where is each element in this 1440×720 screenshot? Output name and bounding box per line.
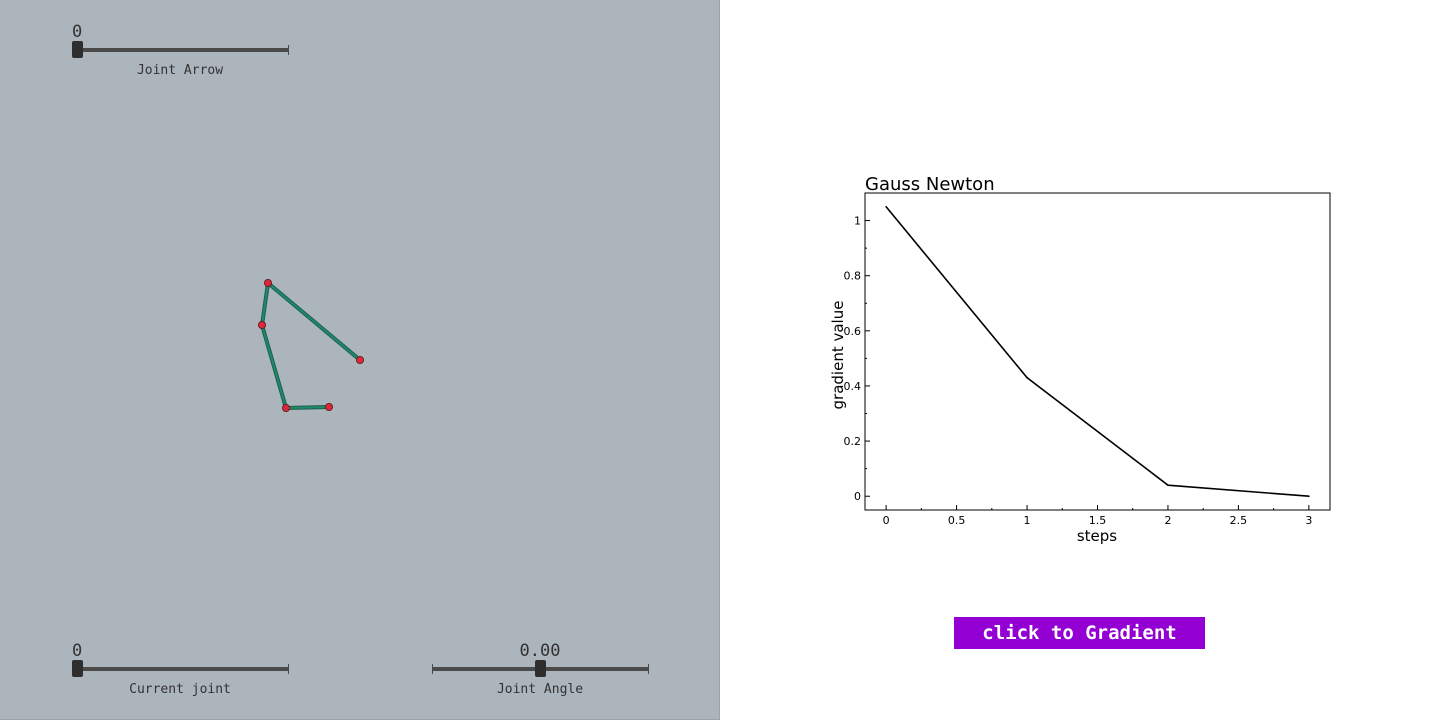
x-tick-label: 0 (883, 514, 890, 527)
series-line (885, 206, 1309, 498)
x-tick-label: 1.5 (1089, 514, 1107, 527)
series-layer (885, 205, 1310, 498)
joint-arrow-label: Joint Arrow (136, 63, 224, 78)
current-joint-thumb[interactable] (72, 660, 83, 677)
x-tick-label: 0.5 (948, 514, 966, 527)
joint-angle-label: Joint Angle (496, 682, 584, 697)
arm-joint (257, 320, 266, 329)
data-point (885, 205, 887, 208)
joint-arrow-track[interactable] (72, 45, 289, 55)
plot-frame (864, 192, 1331, 511)
y-tick-label: 0.6 (844, 325, 862, 338)
robot-arm-canvas (257, 278, 364, 412)
robot-arm-panel: 0 Joint Arrow 0 Current joint 0.00 Joint… (0, 0, 720, 720)
current-joint-value: 0 (72, 641, 83, 661)
y-tick-label: 0 (854, 490, 861, 503)
x-tick-label: 3 (1305, 514, 1312, 527)
gradient-button[interactable]: click to Gradient (954, 617, 1205, 649)
joint-arrow-thumb[interactable] (72, 41, 83, 58)
arm-link (261, 282, 269, 326)
x-tick-label: 2.5 (1230, 514, 1248, 527)
joint-angle-thumb[interactable] (534, 660, 546, 677)
x-axis-label: steps (1077, 527, 1117, 545)
x-tick-label: 2 (1164, 514, 1171, 527)
arm-joint (263, 278, 272, 287)
y-tick-label: 0.2 (844, 435, 862, 448)
y-tick-label: 0.4 (844, 380, 862, 393)
data-point (1026, 376, 1028, 379)
current-joint-label: Current joint (129, 682, 231, 697)
arm-joint (355, 355, 364, 364)
y-axis: 0 0.2 0.4 0.6 0.8 1 (844, 215, 870, 503)
x-tick-label: 1 (1024, 514, 1031, 527)
arm-joint (281, 403, 290, 412)
arm-link (285, 406, 330, 409)
arm-link (261, 324, 287, 409)
y-tick-label: 1 (854, 215, 861, 228)
data-point (1167, 484, 1169, 486)
y-axis-label: gradient value (829, 301, 847, 410)
gradient-chart: Gauss Newton 0 0.5 1 1.5 2 2.5 3 0 0.2 0.4 0.6 0.8… (829, 174, 1331, 545)
y-tick-label: 0.8 (844, 270, 862, 283)
arm-joint (324, 402, 333, 411)
data-point (1308, 495, 1310, 498)
joint-arrow-value: 0 (72, 22, 83, 42)
x-axis: 0 0.5 1 1.5 2 2.5 3 (883, 505, 1312, 527)
joint-angle-value: 0.00 (519, 641, 561, 661)
current-joint-track[interactable] (72, 664, 289, 674)
chart-title: Gauss Newton (865, 174, 995, 195)
arm-link (267, 282, 361, 361)
